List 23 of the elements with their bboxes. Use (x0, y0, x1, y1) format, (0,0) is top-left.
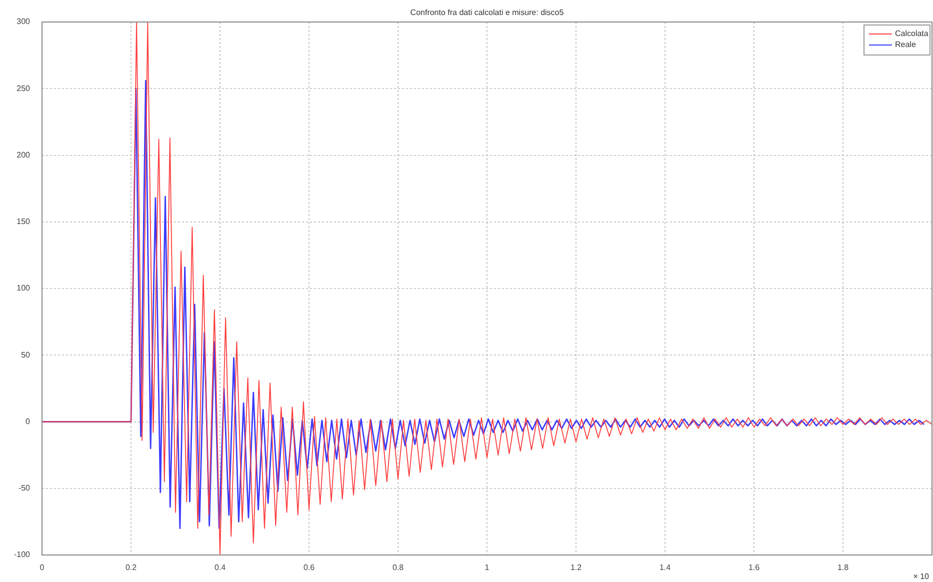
x-tick-label: 1.2 (570, 563, 582, 572)
y-tick-label: 200 (16, 150, 31, 160)
y-tick-label: 0 (26, 416, 31, 426)
legend-label: Calcolata (895, 29, 929, 38)
x-tick-label: 0.4 (214, 563, 226, 572)
text: × 10 (913, 572, 930, 582)
x-tick-label: 0.8 (392, 563, 404, 572)
legend-label: Reale (895, 40, 916, 50)
x-tick-label: 1.6 (748, 563, 760, 572)
y-tick-label: 150 (16, 217, 31, 226)
y-tick-label: 300 (16, 17, 31, 26)
x-tick-label: 1 (484, 563, 490, 572)
x-tick-label: 1.4 (659, 563, 672, 572)
y-tick-label: 50 (21, 350, 31, 360)
x-tick-label: 0 (40, 563, 45, 572)
x-tick-label: 1.8 (837, 563, 850, 572)
y-tick-label: 100 (16, 284, 31, 293)
x-tick-label: 0.6 (303, 563, 316, 572)
chart-title: Confronto fra dati calcolati e misure: disco5 (410, 8, 564, 18)
y-tick-label: -100 (14, 550, 31, 560)
y-tick-label: 250 (16, 84, 31, 93)
x-tick-label: 0.2 (125, 563, 138, 572)
y-tick-label: -50 (18, 484, 31, 493)
